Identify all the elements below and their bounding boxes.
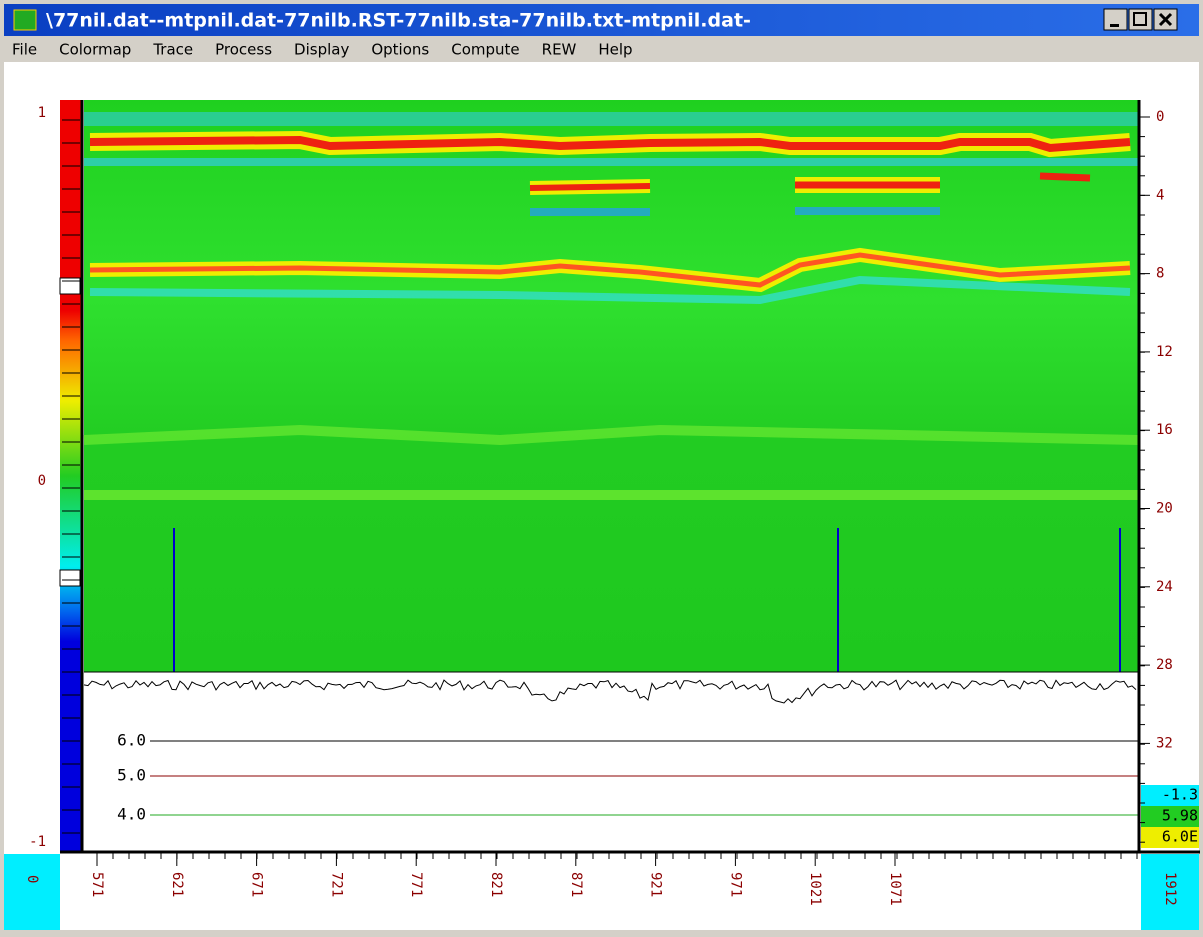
menu-item[interactable]: Options xyxy=(371,41,429,59)
depth-label: 28 xyxy=(1156,657,1173,673)
depth-label: 8 xyxy=(1156,266,1164,282)
depth-label: 16 xyxy=(1156,422,1173,438)
app-window: \77nil.dat--mtpnil.dat-77nilb.RST-77nilb… xyxy=(0,0,1203,933)
depth-label: 20 xyxy=(1156,501,1173,517)
window-buttons[interactable] xyxy=(1104,9,1177,30)
colorbar-label: 1 xyxy=(38,105,46,121)
menu-item[interactable]: Help xyxy=(598,41,632,59)
distance-label: 821 xyxy=(488,872,504,897)
menu-item[interactable]: Compute xyxy=(451,41,519,59)
radargram xyxy=(84,100,1138,672)
colorbar-label: 0 xyxy=(38,473,46,489)
colorbar xyxy=(60,100,82,852)
distance-label: 1071 xyxy=(887,872,903,906)
readout: 6.0E xyxy=(1162,828,1198,846)
trace-label: 4.0 xyxy=(117,805,146,824)
distance-label: 971 xyxy=(727,872,743,897)
distance-label: 921 xyxy=(648,872,664,897)
trace-label: 5.0 xyxy=(117,766,146,785)
colorbar-handle[interactable] xyxy=(60,278,80,294)
distance-label: 721 xyxy=(328,872,344,897)
distance-label: 771 xyxy=(408,872,424,897)
depth-label: 4 xyxy=(1156,187,1164,203)
menu-item[interactable]: File xyxy=(12,41,37,59)
menu-item[interactable]: REW xyxy=(542,41,577,59)
depth-label: 0 xyxy=(1156,109,1164,125)
depth-label: 24 xyxy=(1156,579,1173,595)
app-icon xyxy=(14,10,36,30)
readout: -1.3 xyxy=(1162,786,1198,804)
distance-label: 871 xyxy=(568,872,584,897)
distance-label: 671 xyxy=(249,872,265,897)
distance-label: 1021 xyxy=(807,872,823,906)
menu-item[interactable]: Trace xyxy=(152,41,193,59)
trace-label: 6.0 xyxy=(117,731,146,750)
distance-start: 0 xyxy=(24,875,40,883)
page: \77nil.dat--mtpnil.dat-77nilb.RST-77nilb… xyxy=(0,0,1203,933)
depth-label: 32 xyxy=(1156,735,1173,751)
distance-label: 621 xyxy=(169,872,185,897)
colorbar-label: -1 xyxy=(29,834,46,850)
menu-item[interactable]: Process xyxy=(215,41,272,59)
depth-label: 12 xyxy=(1156,344,1173,360)
window-title: \77nil.dat--mtpnil.dat-77nilb.RST-77nilb… xyxy=(46,10,751,32)
menu-item[interactable]: Colormap xyxy=(59,41,131,59)
colorbar-handle[interactable] xyxy=(60,570,80,586)
distance-end: 1912 xyxy=(1162,872,1178,906)
distance-label: 571 xyxy=(89,872,105,897)
corner-box xyxy=(4,854,60,930)
menu-item[interactable]: Display xyxy=(294,41,349,59)
readout: 5.98 xyxy=(1162,807,1198,825)
